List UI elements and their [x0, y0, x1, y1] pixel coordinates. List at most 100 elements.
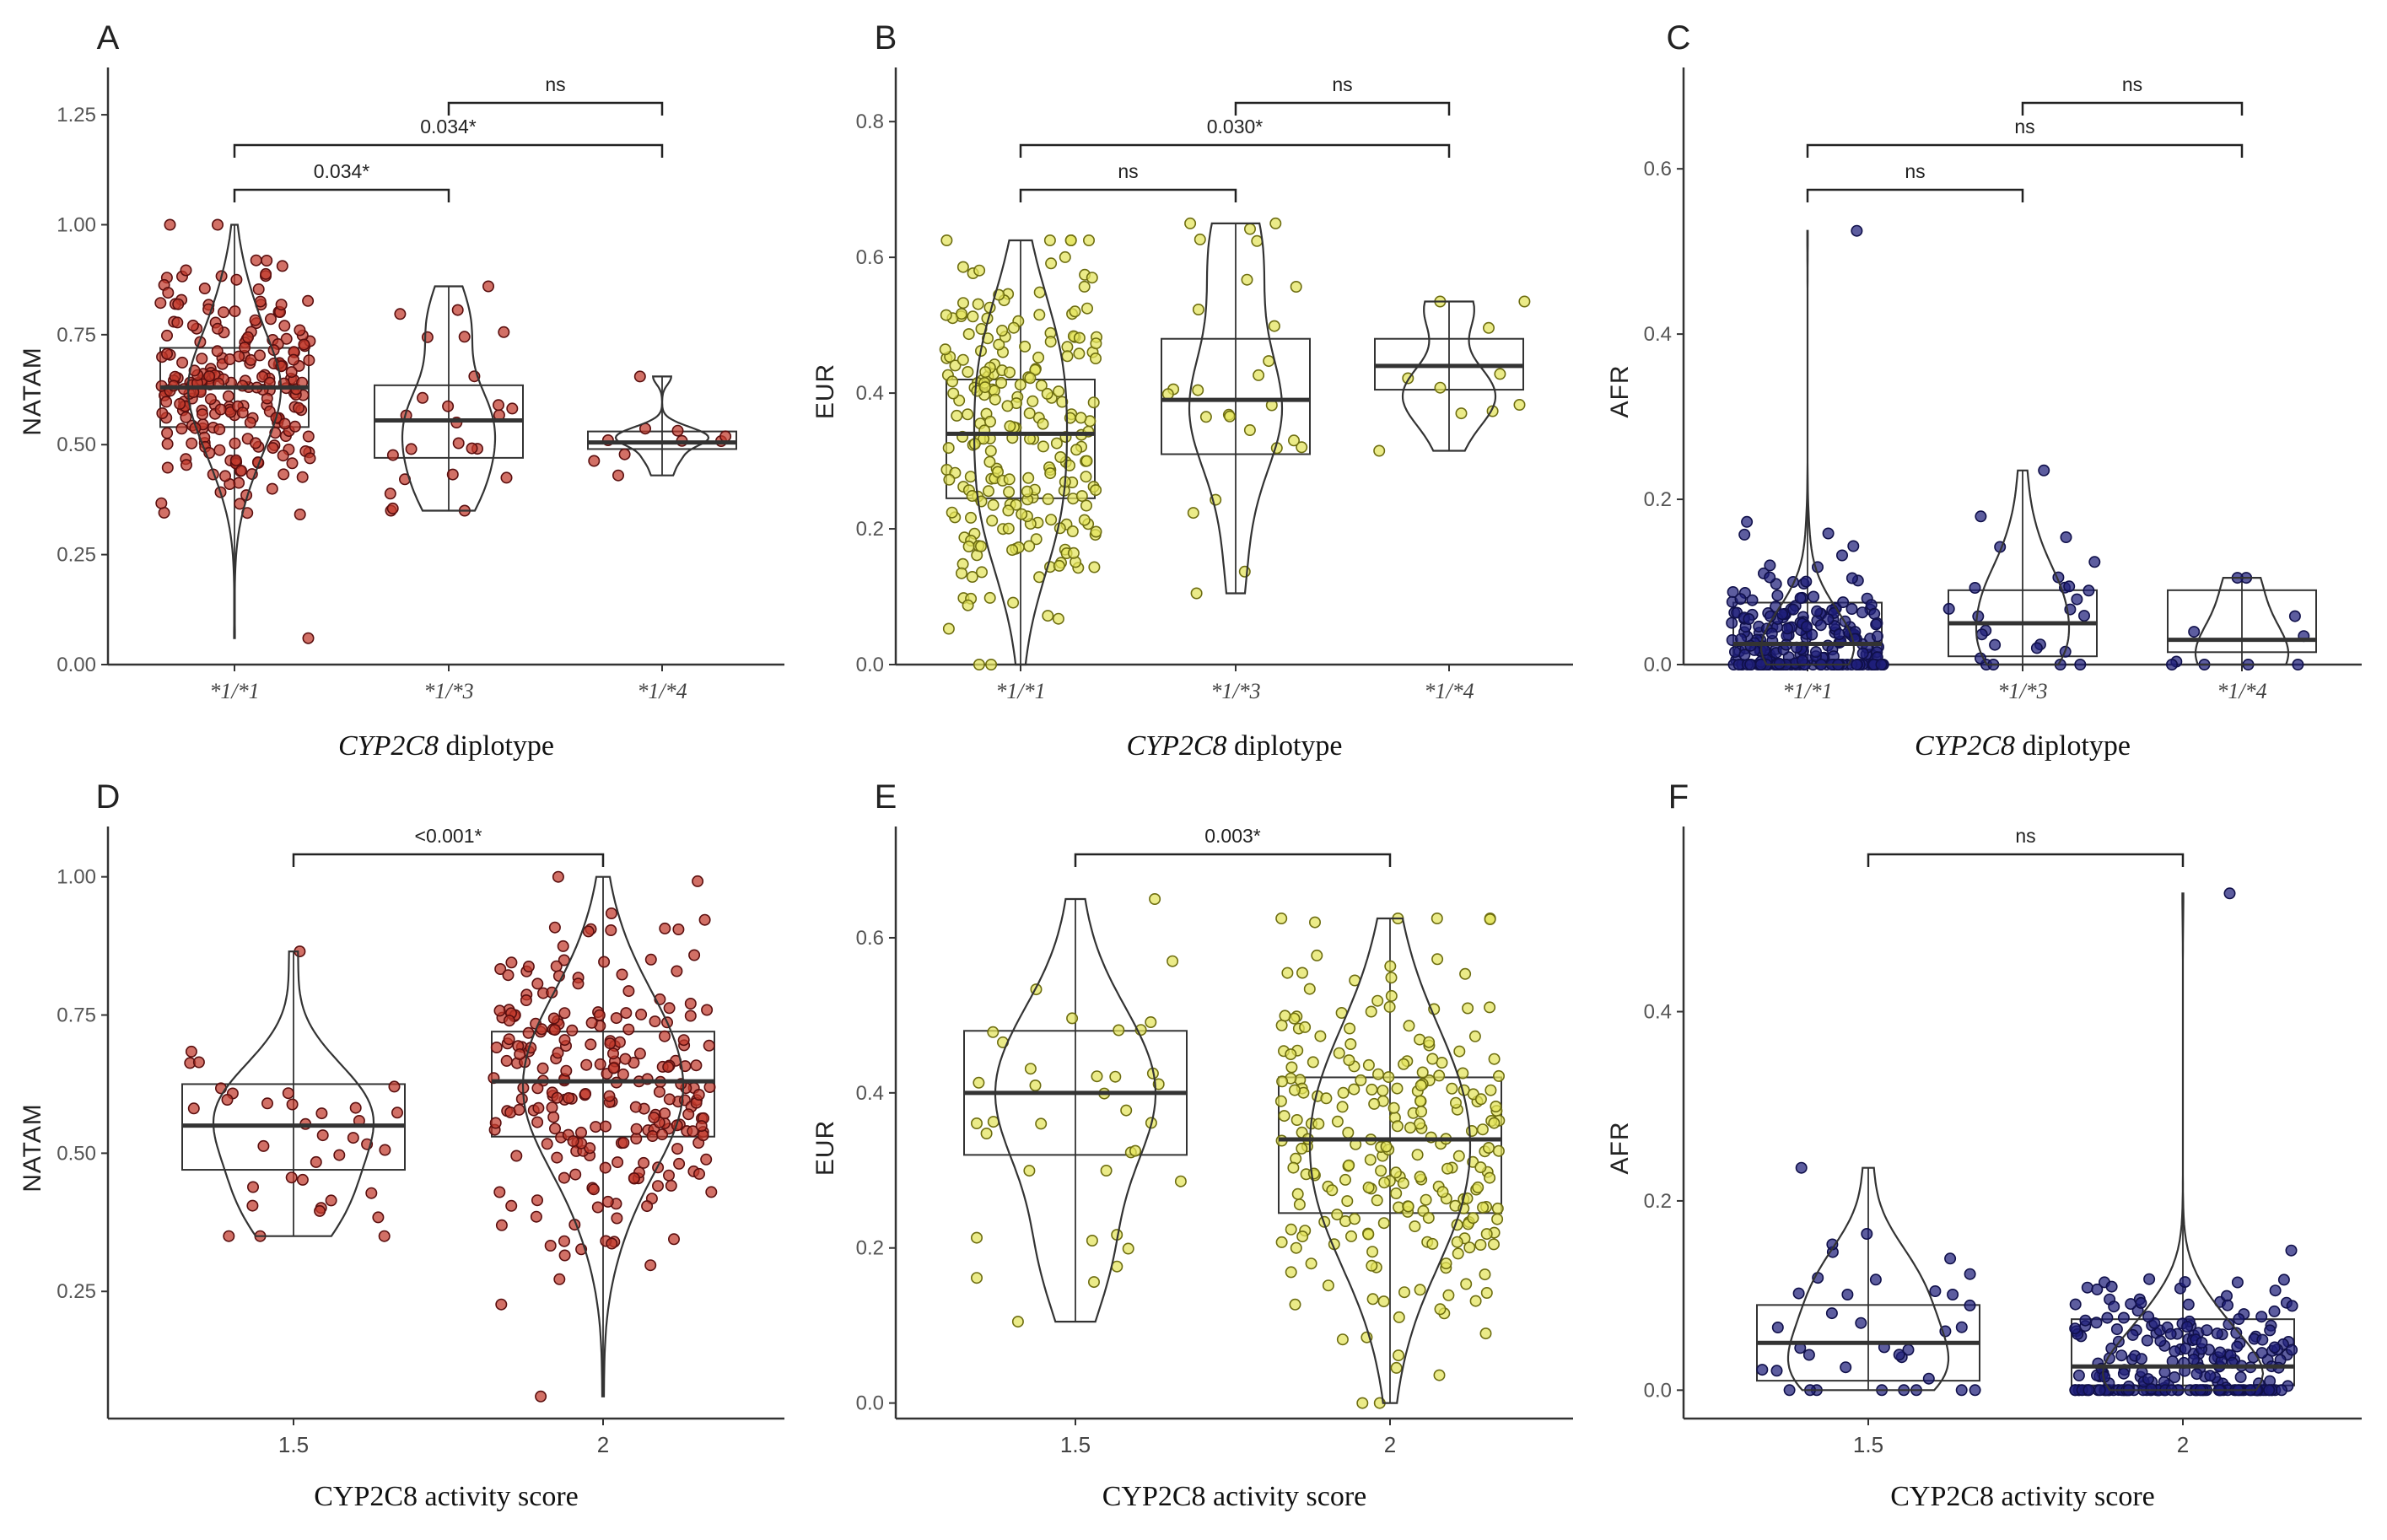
data-point — [1875, 658, 1888, 670]
data-point — [2142, 1373, 2154, 1386]
data-point — [975, 540, 988, 552]
data-point — [2286, 1300, 2298, 1312]
data-point — [1091, 1070, 1103, 1083]
points — [384, 280, 519, 517]
data-point — [489, 1117, 502, 1129]
data-point — [1113, 1024, 1125, 1037]
data-point — [1362, 1228, 1375, 1241]
y-tick-label: 0.50 — [57, 1142, 96, 1165]
group-1: 2 — [1274, 913, 1506, 1457]
bracket-line — [1019, 143, 1451, 158]
x-axis-label: CYP2C8 activity score — [1890, 1481, 2155, 1512]
data-point — [984, 415, 997, 428]
data-point — [1488, 1053, 1501, 1065]
data-point — [610, 1012, 622, 1025]
data-point — [2126, 1328, 2139, 1341]
data-point — [384, 487, 396, 500]
data-point — [379, 1144, 391, 1156]
y-tick-label: 0.25 — [57, 1280, 96, 1303]
points — [184, 945, 403, 1242]
data-point — [1771, 590, 1784, 602]
data-point — [1042, 493, 1054, 505]
data-point — [1064, 234, 1077, 246]
data-point — [1384, 960, 1397, 972]
y-tick-label: 1.00 — [57, 866, 96, 889]
y-axis-label: AFR — [1606, 365, 1634, 418]
data-point — [2060, 530, 2072, 543]
data-point — [1855, 1317, 1867, 1329]
data-point — [1947, 1289, 1959, 1301]
x-axis-label: CYP2C8 activity score — [1102, 1481, 1367, 1512]
data-point — [622, 985, 635, 998]
data-point — [673, 1157, 686, 1170]
data-point — [1380, 1140, 1393, 1153]
data-point — [250, 254, 262, 267]
data-point — [239, 342, 251, 354]
data-point — [261, 1097, 273, 1110]
data-point — [236, 407, 249, 419]
data-point — [563, 1092, 575, 1105]
significance-bracket: 0.003* — [1074, 825, 1392, 867]
data-point — [1382, 1071, 1395, 1084]
data-point — [1770, 1365, 1783, 1377]
data-point — [2255, 1347, 2268, 1360]
data-point — [2074, 658, 2087, 670]
data-point — [628, 1172, 640, 1185]
data-point — [553, 1273, 566, 1285]
data-point — [690, 1059, 703, 1072]
data-point — [1845, 572, 1858, 584]
data-point — [1856, 606, 1869, 619]
data-point — [574, 1126, 587, 1139]
data-point — [1073, 347, 1086, 360]
data-point — [1366, 1293, 1379, 1306]
data-point — [1309, 916, 1322, 929]
data-point — [277, 468, 290, 481]
data-point — [548, 1123, 561, 1135]
data-point — [162, 287, 175, 299]
x-tick-label: *1/*3 — [423, 679, 473, 703]
data-point — [261, 254, 273, 267]
significance-bracket: ns — [1867, 825, 2185, 867]
data-point — [1411, 1149, 1424, 1161]
data-point — [515, 1093, 528, 1106]
data-point — [1969, 1384, 1981, 1397]
data-point — [506, 402, 519, 415]
data-point — [1452, 1150, 1465, 1162]
significance-bracket: ns — [1019, 160, 1237, 202]
data-point — [1194, 233, 1206, 245]
data-point — [1026, 395, 1039, 407]
data-point — [1307, 1056, 1319, 1069]
data-point — [1741, 515, 1754, 528]
data-point — [1007, 321, 1020, 334]
bracket-label: <0.001* — [415, 825, 482, 847]
bracket-label: ns — [2122, 73, 2142, 95]
data-point — [315, 1107, 328, 1120]
data-point — [2180, 1343, 2192, 1355]
data-point — [154, 297, 167, 310]
data-point — [1861, 1228, 1873, 1241]
data-point — [1066, 525, 1079, 537]
data-point — [1086, 272, 1098, 284]
data-point — [1845, 602, 1858, 615]
data-point — [1455, 407, 1468, 420]
data-point — [1253, 369, 1265, 381]
data-point — [1403, 1020, 1415, 1032]
y-tick-label: 1.25 — [57, 104, 96, 127]
data-point — [1472, 1181, 1484, 1193]
data-point — [1434, 1303, 1447, 1316]
data-point — [1436, 1186, 1449, 1198]
data-point — [1856, 647, 1869, 660]
bracket-line — [1806, 143, 2244, 158]
data-point — [333, 1149, 346, 1161]
data-point — [2204, 1370, 2217, 1382]
data-point — [285, 366, 298, 379]
data-point — [2255, 1311, 2268, 1323]
data-point — [304, 452, 316, 465]
data-point — [536, 1062, 549, 1074]
data-point — [1442, 1289, 1455, 1301]
data-point — [1781, 622, 1794, 635]
data-point — [1337, 1086, 1350, 1099]
data-point — [1385, 972, 1398, 984]
data-point — [405, 443, 418, 455]
data-point — [1851, 658, 1863, 670]
